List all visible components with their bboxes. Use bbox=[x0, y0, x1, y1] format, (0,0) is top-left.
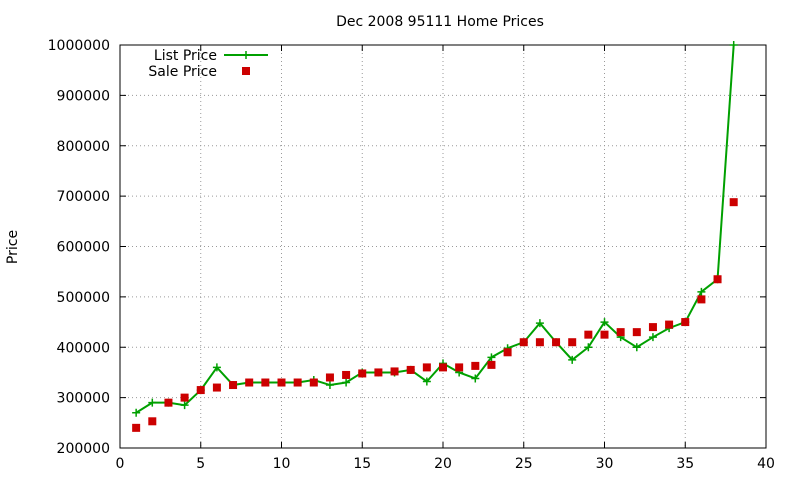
sale-price-point bbox=[519, 338, 528, 347]
sale-price-point bbox=[277, 378, 286, 387]
list-price-point bbox=[535, 319, 544, 328]
axes: 0 5 10 15 20 25 30 35 40 200000 300000 400000 500000… bbox=[48, 38, 775, 472]
list-price-point bbox=[729, 41, 738, 49]
list-price-point bbox=[180, 401, 189, 410]
list-price-point bbox=[568, 355, 577, 364]
y-tick-label: 200000 bbox=[57, 441, 110, 457]
y-tick-label: 800000 bbox=[57, 139, 110, 155]
sale-price-point bbox=[439, 363, 447, 372]
y-tick-label: 1000000 bbox=[48, 38, 110, 54]
list-price-point bbox=[325, 381, 334, 390]
sale-price-point bbox=[535, 338, 544, 347]
sale-price-point bbox=[342, 370, 351, 379]
sale-price-point bbox=[681, 318, 690, 327]
sale-price-point bbox=[180, 393, 189, 402]
sale-price-point bbox=[665, 320, 674, 329]
legend-marker bbox=[242, 51, 250, 59]
y-tick-label: 300000 bbox=[57, 391, 110, 407]
list-price-point bbox=[600, 318, 609, 327]
sale-price-point bbox=[455, 363, 464, 372]
x-tick-label: 10 bbox=[273, 456, 291, 472]
list-price-point bbox=[422, 377, 431, 386]
sale-price-point bbox=[196, 386, 205, 395]
sale-price-point bbox=[261, 378, 270, 387]
sale-price-point bbox=[471, 361, 480, 370]
x-tick-label: 25 bbox=[515, 456, 533, 472]
x-tick-label: 30 bbox=[596, 456, 614, 472]
sale-price-point bbox=[713, 275, 722, 284]
list-price-point bbox=[584, 343, 593, 352]
sale-price-point bbox=[632, 328, 641, 337]
x-tick-label: 0 bbox=[116, 456, 125, 472]
sale-price-point bbox=[325, 373, 334, 382]
y-tick-label: 400000 bbox=[57, 340, 110, 356]
sale-price-point bbox=[164, 398, 173, 407]
legend-label: List Price bbox=[154, 48, 217, 64]
chart-title: Dec 2008 95111 Home Prices bbox=[336, 14, 544, 30]
sale-price-point bbox=[212, 383, 221, 392]
legend-label: Sale Price bbox=[148, 64, 217, 80]
list-price-series bbox=[132, 41, 738, 417]
sale-price-point bbox=[390, 367, 399, 376]
sale-price-point bbox=[600, 330, 609, 339]
list-price-point bbox=[487, 353, 496, 362]
list-price-point bbox=[632, 343, 641, 352]
sale-price-point bbox=[229, 381, 238, 390]
sale-price-point bbox=[148, 417, 157, 426]
sale-price-point bbox=[552, 338, 561, 347]
sale-price-point bbox=[568, 338, 577, 347]
series bbox=[132, 41, 738, 432]
sale-price-point bbox=[584, 330, 593, 339]
sale-price-point bbox=[616, 328, 625, 337]
sale-price-series bbox=[132, 198, 738, 432]
y-tick-label: 500000 bbox=[57, 290, 110, 306]
sale-price-point bbox=[293, 378, 302, 387]
list-price-point bbox=[148, 398, 157, 407]
y-tick-label: 600000 bbox=[57, 240, 110, 256]
x-tick-label: 5 bbox=[196, 456, 205, 472]
sale-price-point bbox=[309, 378, 318, 387]
sale-price-point bbox=[503, 348, 512, 357]
sale-price-point bbox=[374, 368, 383, 377]
list-price-point bbox=[471, 374, 480, 383]
y-tick-label: 700000 bbox=[57, 189, 110, 205]
x-tick-label: 15 bbox=[353, 456, 371, 472]
y-axis-label: Price bbox=[5, 230, 21, 264]
sale-price-point bbox=[422, 363, 431, 372]
x-tick-label: 20 bbox=[434, 456, 452, 472]
x-tick-label: 35 bbox=[676, 456, 694, 472]
list-price-point bbox=[132, 408, 141, 417]
list-price-point bbox=[342, 378, 351, 387]
list-price-point bbox=[697, 287, 706, 296]
list-price-point bbox=[212, 363, 221, 372]
x-tick-label: 40 bbox=[757, 456, 775, 472]
sale-price-point bbox=[406, 365, 415, 374]
sale-price-point bbox=[648, 323, 657, 332]
sale-price-point bbox=[358, 369, 367, 378]
legend-marker bbox=[242, 67, 250, 75]
sale-price-point bbox=[245, 378, 254, 387]
y-tick-label: 900000 bbox=[57, 88, 110, 104]
list-price-point bbox=[648, 333, 657, 342]
sale-price-point bbox=[697, 295, 706, 304]
sale-price-point bbox=[487, 360, 496, 369]
list-price-line bbox=[135, 44, 735, 414]
sale-price-point bbox=[132, 423, 141, 432]
sale-price-point bbox=[729, 198, 738, 207]
